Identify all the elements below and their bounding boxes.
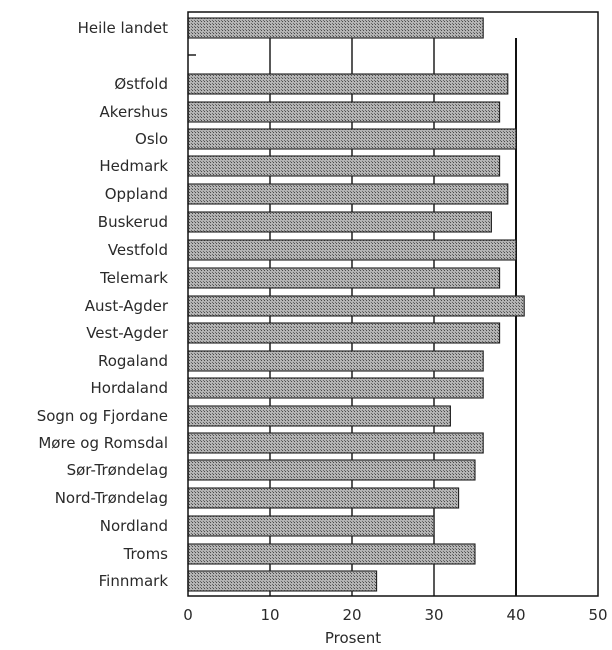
plot-border <box>187 11 599 597</box>
category-label-19: Finnmark <box>99 572 169 590</box>
category-label-14: Møre og Romsdal <box>38 434 168 452</box>
category-label-5: Oppland <box>105 185 168 203</box>
category-label-4: Hedmark <box>99 157 168 175</box>
bar-2 <box>187 101 501 123</box>
x-tick-label-20: 20 <box>342 606 361 624</box>
category-labels: Heile landet Østfold Akershus Oslo Hedmark Op… <box>37 19 169 590</box>
category-label-3: Oslo <box>135 130 168 148</box>
bar-8 <box>187 267 501 289</box>
category-label-6: Buskerud <box>98 213 168 231</box>
bar-5 <box>187 183 509 205</box>
bar-7 <box>187 239 517 261</box>
bar-17 <box>187 515 435 537</box>
x-tick-labels: 0 10 20 30 40 50 <box>183 606 607 624</box>
bar-13 <box>187 405 451 427</box>
bar-9 <box>187 295 525 317</box>
bars <box>187 17 525 592</box>
bar-0 <box>187 17 484 39</box>
bar-18 <box>187 543 476 565</box>
category-label-18: Troms <box>123 545 169 563</box>
x-axis-title: Prosent <box>325 629 381 647</box>
category-label-15: Sør-Trøndelag <box>67 461 168 479</box>
x-tick-label-40: 40 <box>506 606 525 624</box>
category-label-17: Nordland <box>100 517 168 535</box>
x-tick-label-0: 0 <box>183 606 193 624</box>
category-label-7: Vestfold <box>108 241 168 259</box>
category-label-8: Telemark <box>99 269 168 287</box>
category-label-16: Nord-Trøndelag <box>55 489 168 507</box>
category-label-9: Aust-Agder <box>85 297 169 315</box>
category-label-2: Akershus <box>100 103 169 121</box>
category-label-0: Heile landet <box>78 19 168 37</box>
x-tick-label-50: 50 <box>588 606 607 624</box>
bar-15 <box>187 459 476 481</box>
bar-10 <box>187 322 501 344</box>
bar-3 <box>187 128 517 150</box>
bar-1 <box>187 73 509 95</box>
bar-12 <box>187 377 484 399</box>
bar-11 <box>187 350 484 372</box>
bar-16 <box>187 487 460 509</box>
category-label-11: Rogaland <box>98 352 168 370</box>
category-label-13: Sogn og Fjordane <box>37 407 168 425</box>
category-label-12: Hordaland <box>91 379 168 397</box>
category-label-1: Østfold <box>114 75 168 93</box>
bar-14 <box>187 432 484 454</box>
plot-frame <box>187 11 599 597</box>
bar-4 <box>187 155 501 177</box>
category-label-10: Vest-Agder <box>86 324 169 342</box>
bar-19 <box>187 570 378 592</box>
x-tick-label-30: 30 <box>424 606 443 624</box>
bar-6 <box>187 211 492 233</box>
x-tick-label-10: 10 <box>260 606 279 624</box>
